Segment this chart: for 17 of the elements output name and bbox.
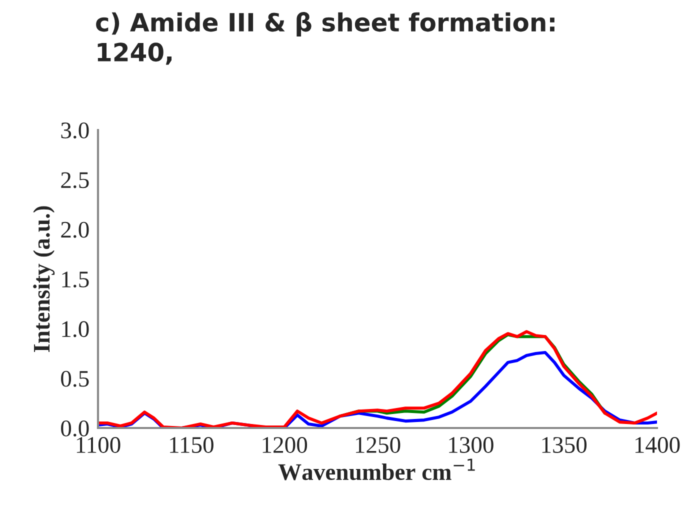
x-tick-label: 1300 <box>449 437 494 453</box>
x-tick-label: 1100 <box>76 437 120 453</box>
x-axis-title: Wavenumber cm$^{−1}$ <box>278 458 475 480</box>
y-tick-label: 3.0 <box>61 122 89 139</box>
x-tick-label: 1350 <box>542 437 587 453</box>
y-tick-label: 2.5 <box>61 172 89 188</box>
x-tick-label: 1250 <box>356 437 400 453</box>
y-tick-label: 0.5 <box>61 370 89 387</box>
chart-title: c) Amide III & β sheet formation: 1240, <box>96 12 554 65</box>
x-tick-label: 1150 <box>170 437 214 453</box>
y-tick-label: 1.5 <box>62 272 89 288</box>
x-tick-label: 1200 <box>262 437 308 453</box>
y-axis-title: Intensity (a.u.) <box>33 206 55 352</box>
y-tick-label: 0.0 <box>61 420 89 437</box>
y-tick-label: 2.0 <box>61 222 89 238</box>
x-tick-label: 1400 <box>635 437 680 453</box>
y-tick-label: 1.0 <box>62 321 89 338</box>
